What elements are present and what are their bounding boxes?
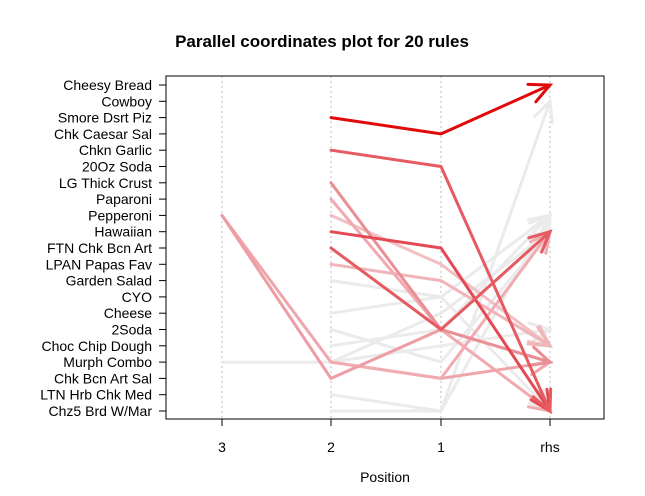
y-tick-label: Chk Bcn Art Sal — [54, 370, 152, 386]
y-tick-label: Cheese — [104, 305, 152, 321]
chart-title: Parallel coordinates plot for 20 rules — [175, 32, 469, 51]
rule-line — [329, 230, 552, 380]
rule-2 — [329, 148, 553, 415]
y-tick-label: Cowboy — [101, 93, 152, 109]
rule-lines — [220, 82, 554, 415]
rule-line — [329, 230, 552, 331]
rule-arrowhead — [526, 82, 554, 104]
y-tick-label: Chkn Garlic — [79, 142, 152, 158]
rule-line — [329, 99, 552, 413]
rule-1 — [329, 82, 554, 136]
y-tick-label: Pepperoni — [88, 207, 152, 223]
rule-arrowhead — [532, 98, 554, 125]
rule-line — [329, 279, 552, 413]
y-tick-label: LG Thick Crust — [59, 175, 152, 191]
x-tick-label: 3 — [218, 439, 226, 455]
x-tick-label: rhs — [540, 439, 559, 455]
x-axis-label: Position — [360, 469, 410, 485]
y-tick-label: Paparoni — [96, 191, 152, 207]
y-tick-label: LTN Hrb Chk Med — [40, 387, 152, 403]
rule-line — [329, 83, 552, 136]
y-tick-label: Smore Dsrt Piz — [58, 110, 152, 126]
y-tick-label: CYO — [122, 289, 152, 305]
rule-3 — [329, 229, 553, 331]
y-tick-label: Garden Salad — [66, 273, 152, 289]
y-tick-label: Chk Caesar Sal — [54, 126, 152, 142]
rule-line — [329, 328, 552, 364]
rule-10 — [329, 262, 553, 348]
y-tick-label: Murph Combo — [63, 354, 152, 370]
rule-arrowhead — [531, 387, 553, 415]
y-tick-label: 20Oz Soda — [82, 159, 152, 175]
rule-line — [329, 230, 552, 413]
y-tick-label: 2Soda — [112, 322, 153, 338]
rule-15 — [329, 98, 554, 413]
y-tick-label: Chz5 Brd W/Mar — [49, 403, 153, 419]
y-tick-label: FTN Chk Bcn Art — [47, 240, 152, 256]
y-tick-label: Cheesy Bread — [63, 77, 152, 93]
axis-gridlines — [221, 76, 551, 419]
rule-line — [329, 148, 552, 413]
rule-arrowhead — [527, 229, 553, 254]
x-axis: 3 2 1 rhs — [218, 419, 560, 455]
x-tick-label: 2 — [327, 439, 335, 455]
y-tick-label: LPAN Papas Fav — [46, 256, 152, 272]
rule-arrowhead — [526, 325, 553, 348]
rule-arrowhead — [527, 212, 553, 238]
x-tick-label: 1 — [437, 439, 445, 455]
y-tick-label: Hawaiian — [94, 224, 152, 240]
rule-arrowhead — [526, 345, 554, 368]
y-tick-label: Choc Chip Dough — [41, 338, 152, 354]
rule-line — [329, 262, 552, 348]
